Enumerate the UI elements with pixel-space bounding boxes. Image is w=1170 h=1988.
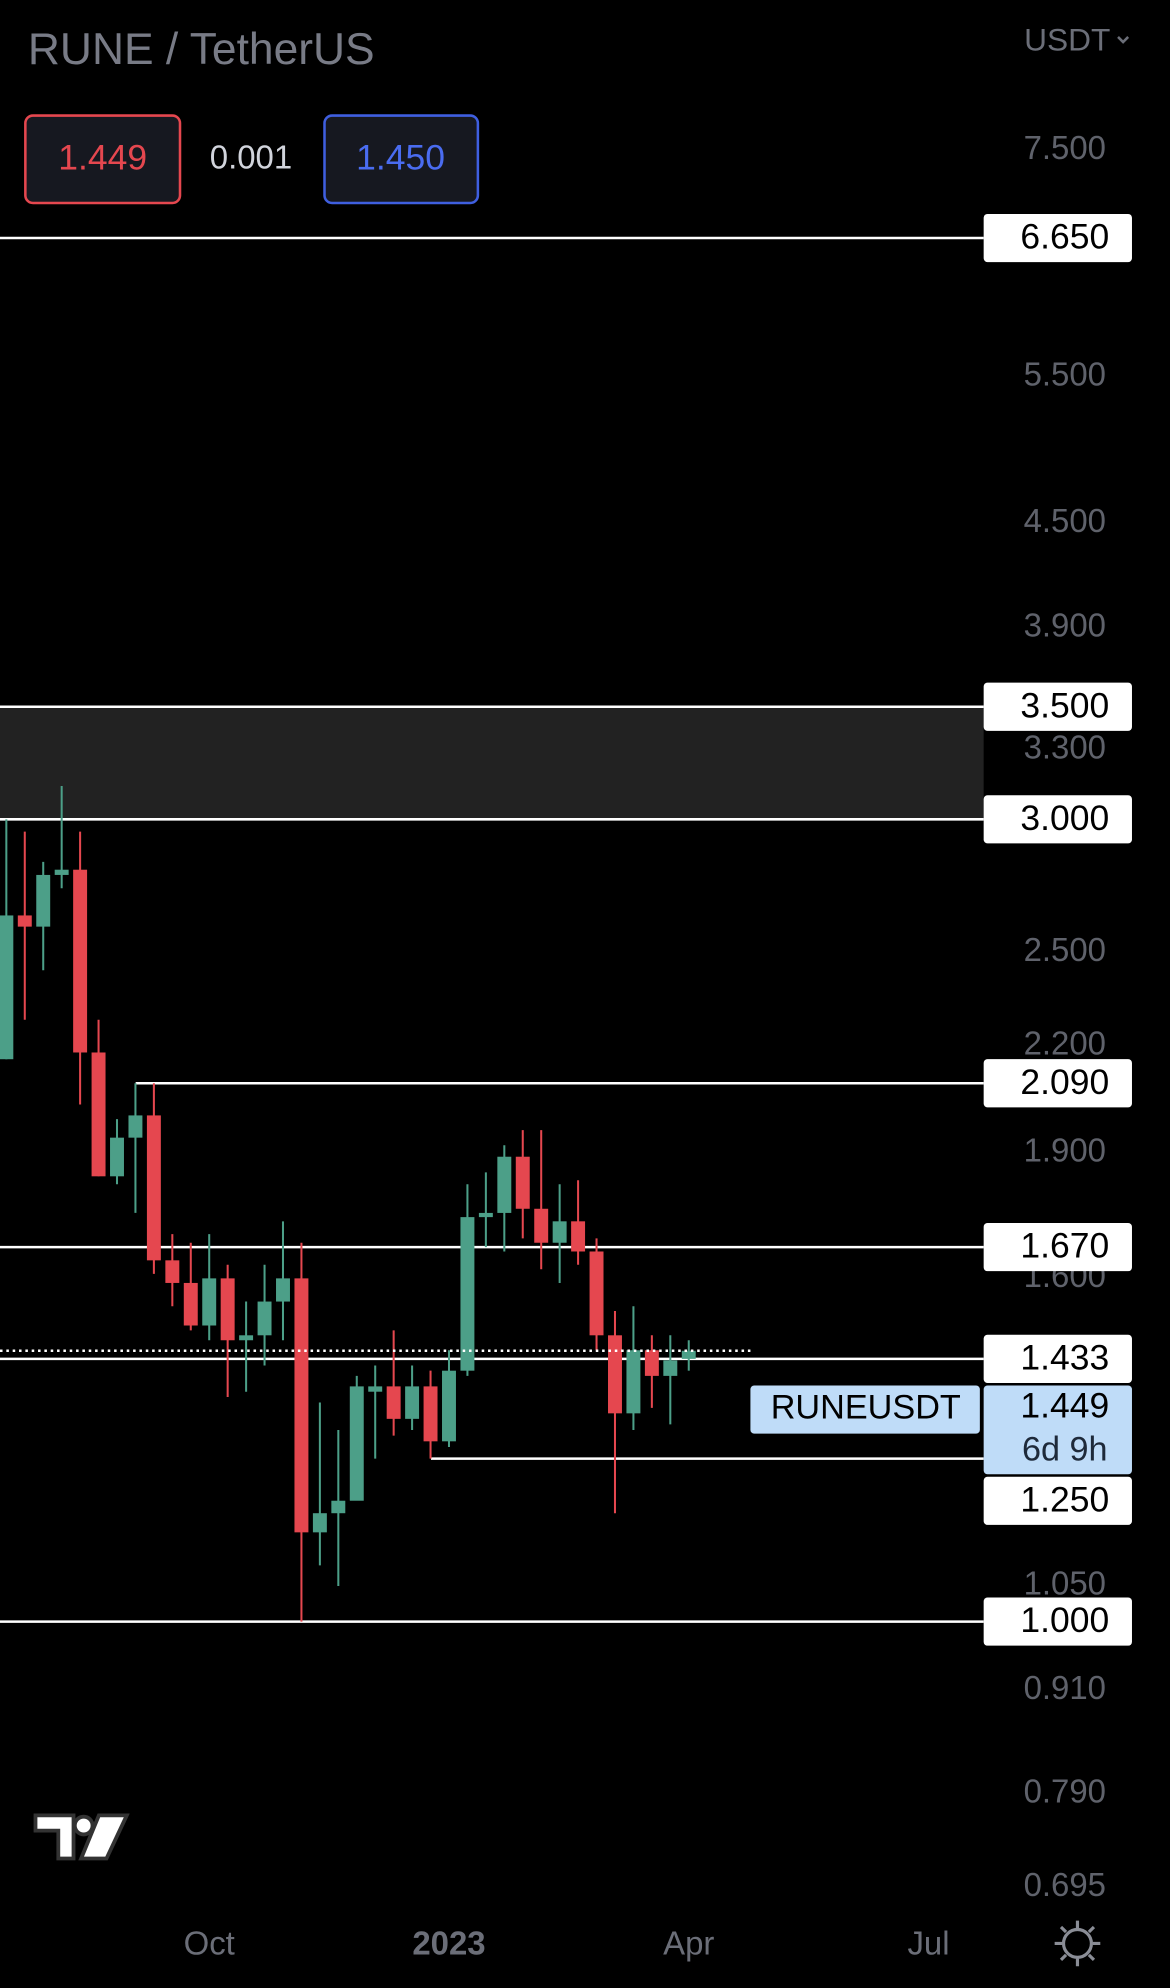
dropdown-icon: [1117, 36, 1130, 44]
candle-body: [644, 1350, 659, 1376]
level-label-box: [983, 1334, 1132, 1383]
level-label-box: [983, 1223, 1132, 1272]
currency-selector[interactable]: USDT: [1024, 21, 1110, 57]
candle-body: [276, 1278, 290, 1302]
countdown: 6d 9h: [1022, 1430, 1108, 1468]
candle-body: [312, 1513, 327, 1533]
candle-body: [349, 1386, 364, 1501]
candle-body: [515, 1156, 530, 1209]
level-label-box: [983, 1597, 1132, 1646]
candle-body: [460, 1217, 475, 1371]
y-tick-label: 0.910: [1024, 1669, 1106, 1706]
y-tick-label: 2.200: [1024, 1025, 1106, 1062]
candle-body: [73, 869, 88, 1053]
last-price-box: [983, 1385, 1132, 1475]
settings-icon[interactable]: [1054, 1920, 1101, 1967]
level-label: 3.000: [1020, 798, 1109, 838]
candle-body: [110, 1137, 124, 1177]
level-label: 3.500: [1020, 685, 1109, 725]
candle-body: [663, 1360, 678, 1376]
level-label-box: [983, 1476, 1132, 1525]
y-tick-label: 5.500: [1024, 355, 1106, 392]
candle-body: [368, 1386, 383, 1392]
candle-body: [405, 1386, 420, 1419]
sell-button[interactable]: [24, 114, 182, 205]
candle-body: [183, 1282, 198, 1326]
y-tick-label: 3.300: [1024, 728, 1106, 765]
level-label: 1.670: [1020, 1226, 1109, 1266]
candle-body: [681, 1350, 696, 1359]
y-tick-label: 7.500: [1024, 129, 1106, 166]
symbol-box: [750, 1385, 980, 1434]
y-tick-label: 2.500: [1024, 931, 1106, 968]
x-tick-label: Jul: [907, 1925, 949, 1962]
x-tick-label: Oct: [184, 1925, 235, 1962]
candle-body: [589, 1251, 604, 1336]
buy-price: 1.450: [356, 137, 445, 177]
candle-body: [36, 874, 51, 927]
candle-body: [294, 1278, 309, 1533]
level-label: 6.650: [1020, 217, 1109, 257]
y-tick-label: 1.900: [1024, 1132, 1106, 1169]
candle-body: [202, 1278, 217, 1326]
candle-body: [257, 1301, 272, 1336]
candle-body: [54, 869, 69, 875]
level-label-box: [983, 682, 1132, 731]
symbol-label: RUNEUSDT: [771, 1389, 961, 1427]
candle-body: [17, 915, 32, 927]
level-label-box: [983, 795, 1132, 844]
zone: [0, 706, 984, 820]
level-label: 1.433: [1020, 1338, 1109, 1378]
level-label-box: [983, 1059, 1132, 1108]
candle-body: [386, 1386, 401, 1419]
candle-body: [442, 1370, 456, 1442]
y-tick-label: 3.900: [1024, 606, 1106, 643]
level-label: 1.000: [1020, 1600, 1109, 1640]
y-tick-label: 4.500: [1024, 502, 1106, 539]
chart-title: RUNE / TetherUS: [28, 25, 375, 74]
candle-body: [128, 1115, 143, 1138]
chart-area: 7.500 5.500 4.500 3.900 3.300 2.500 2.200 1.900…: [0, 129, 1106, 1962]
candle-body: [0, 915, 14, 1060]
level-label: 1.250: [1020, 1479, 1109, 1519]
candle-body: [146, 1115, 161, 1261]
buy-button[interactable]: [323, 114, 480, 205]
candle-body: [239, 1335, 254, 1341]
sell-price: 1.449: [58, 137, 147, 177]
candle-body: [478, 1212, 493, 1218]
tradingview-logo: [33, 1813, 130, 1861]
candle-body: [331, 1500, 346, 1514]
candle-body: [423, 1386, 438, 1442]
candle-body: [571, 1221, 586, 1252]
last-price: 1.449: [1020, 1386, 1109, 1426]
y-tick-label: 0.790: [1024, 1772, 1106, 1809]
candle-body: [552, 1221, 567, 1243]
y-tick-label: 1.050: [1024, 1565, 1106, 1602]
x-tick-label: 2023: [412, 1925, 485, 1962]
candle-body: [165, 1260, 180, 1283]
candle-body: [534, 1208, 549, 1243]
candle-body: [91, 1052, 106, 1177]
candle-body: [497, 1156, 512, 1213]
candle-body: [220, 1278, 235, 1341]
level-label-box: [983, 213, 1132, 263]
level-label: 2.090: [1020, 1062, 1109, 1102]
spread: 0.001: [210, 139, 292, 176]
candle-body: [626, 1350, 641, 1414]
y-tick-label: 0.695: [1024, 1866, 1106, 1903]
candle-body: [608, 1335, 622, 1414]
x-tick-label: Apr: [663, 1925, 714, 1962]
